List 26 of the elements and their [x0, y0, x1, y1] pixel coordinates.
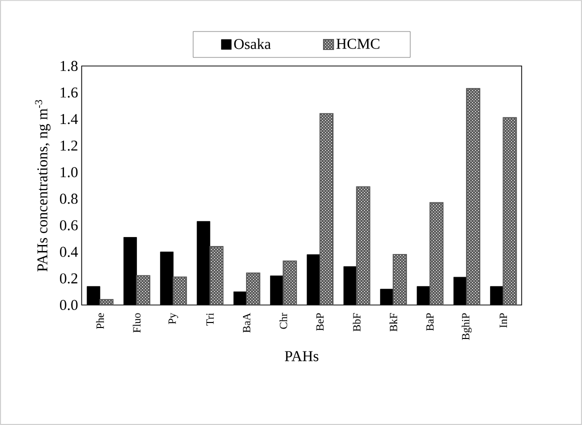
x-tick-label: BkF [390, 313, 398, 332]
x-tick-label: BghiP [462, 313, 472, 340]
x-tick-label: Py [168, 312, 178, 324]
y-tick-label: 0.0 [60, 300, 78, 310]
y-tick-label: 1.6 [60, 87, 78, 98]
y-tick-label: 1.0 [60, 167, 78, 178]
x-tick-label: InP [500, 313, 507, 328]
x-tick-label: BbF [352, 313, 361, 332]
y-tick-label: 0.6 [60, 220, 78, 230]
x-tick-label: Fluo [132, 313, 141, 333]
x-tick-label: Chr [279, 312, 288, 329]
y-tick-label: 1.4 [60, 114, 78, 124]
y-tick-label: 1.8 [60, 60, 78, 72]
legend-label: HCMC [336, 38, 380, 49]
y-tick-label: 0.8 [60, 194, 78, 204]
y-tick-label: 0.4 [60, 246, 78, 257]
x-tick-label: BeP [316, 313, 324, 331]
y-axis-title: PAHs concentrations, ng m$^{-3}$ [35, 100, 51, 272]
legend-label: Osaka [234, 38, 271, 50]
x-tick-label: Phe [96, 313, 104, 329]
x-tick-label: BaP [426, 313, 434, 331]
x-tick-label: BaA [242, 312, 250, 333]
x-tick-label: Tri [206, 313, 214, 326]
y-tick-label: 0.2 [60, 273, 78, 284]
x-axis-title: PAHs [284, 351, 318, 362]
y-tick-label: 1.2 [60, 140, 78, 151]
